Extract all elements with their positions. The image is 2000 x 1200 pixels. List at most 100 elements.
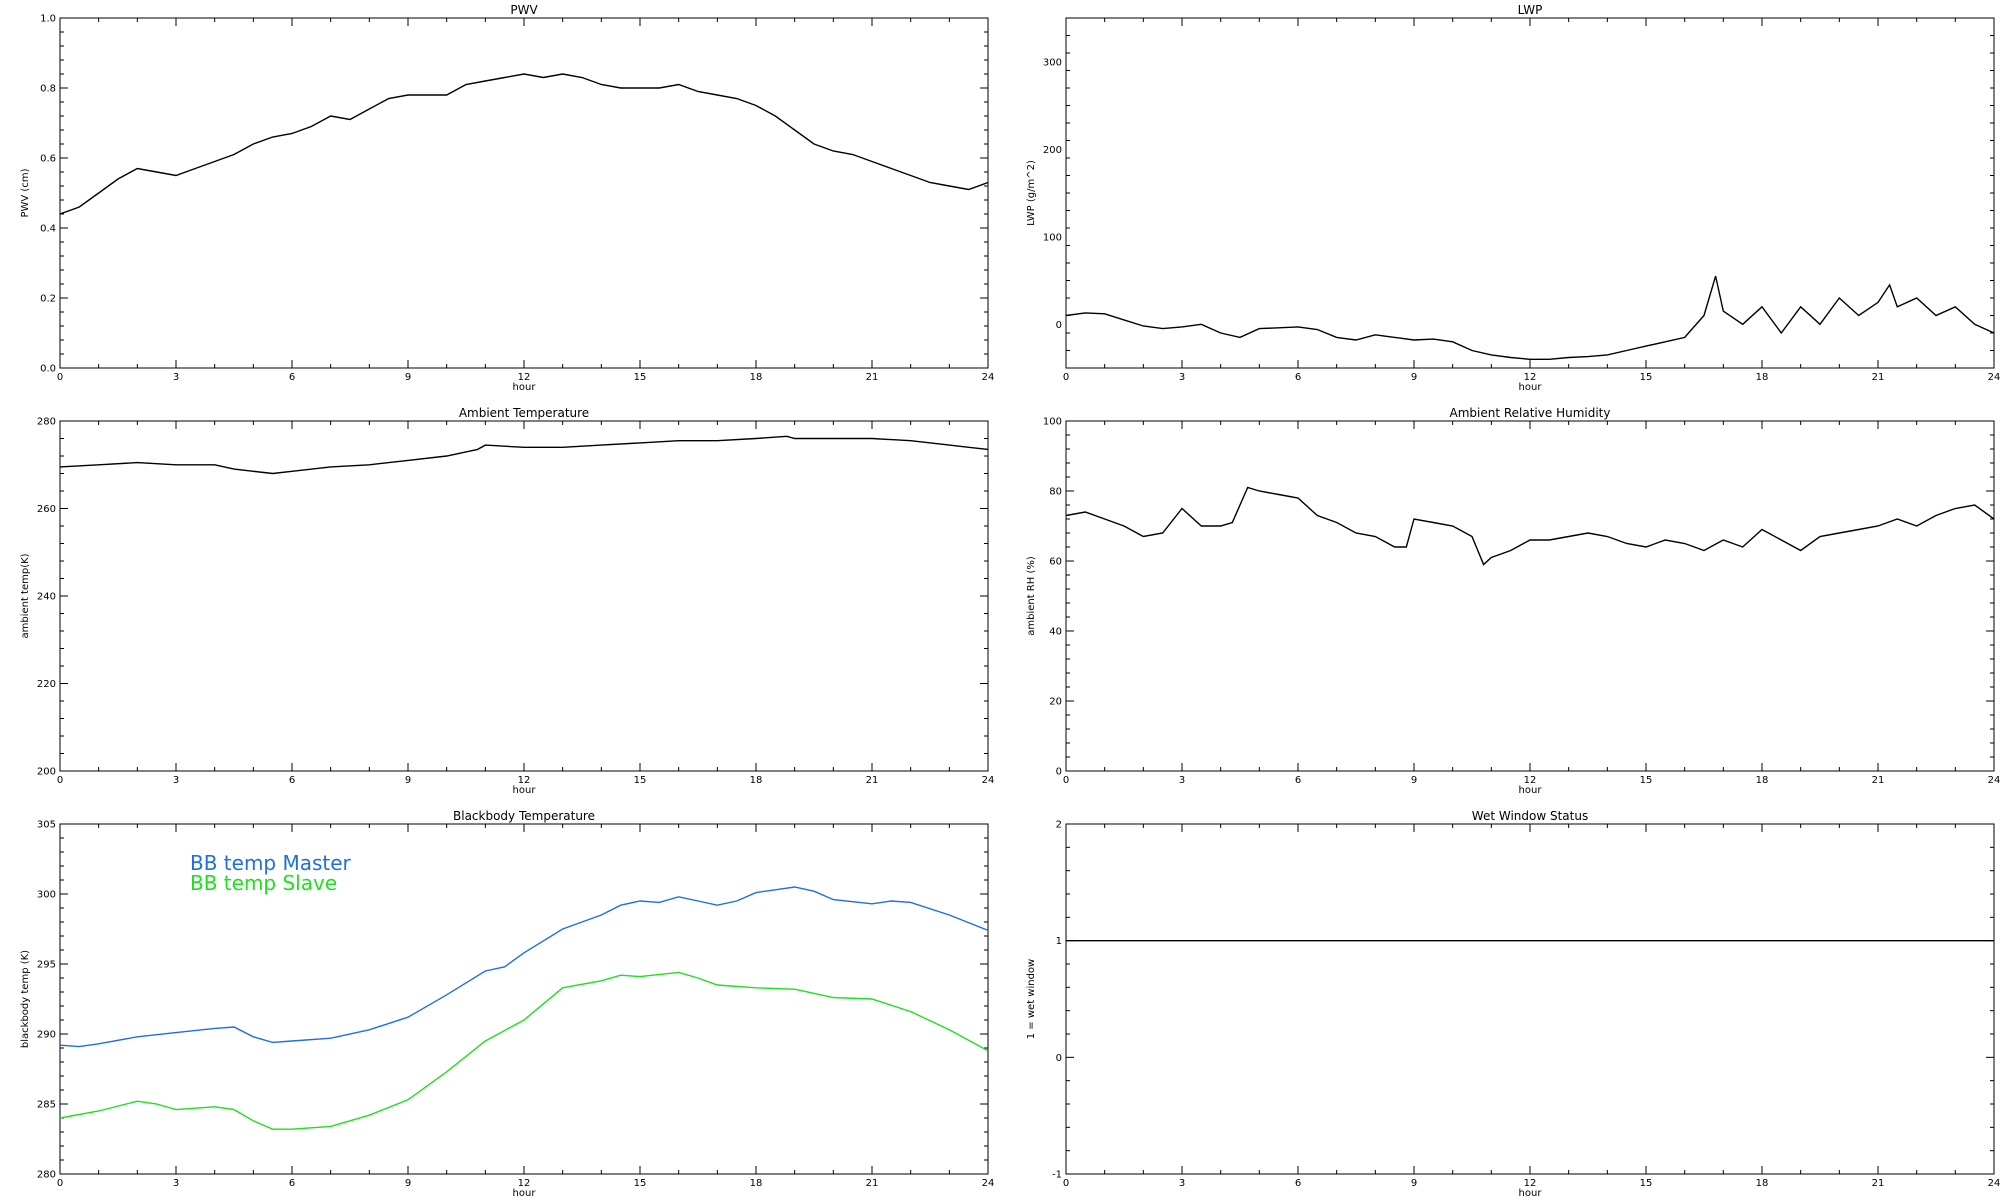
x-tick-label: 6 [289,775,295,786]
x-tick-label: 3 [173,1178,179,1189]
y-tick-label: 0.4 [40,224,56,235]
x-tick-label: 24 [982,372,995,383]
series-line-0 [1066,275,1994,360]
y-axis-label: LWP (g/m^2) [1026,160,1037,226]
series-line-0 [60,73,988,215]
x-tick-label: 12 [1524,372,1537,383]
x-tick-label: 6 [289,1178,295,1189]
x-tick-label: 15 [634,775,647,786]
series-line-0 [60,435,988,475]
x-axis-label: hour [513,1188,537,1199]
x-tick-label: 9 [405,1178,411,1189]
x-tick-label: 3 [173,775,179,786]
legend-entry: BB temp Slave [190,871,337,895]
x-axis-label: hour [1519,1188,1543,1199]
x-tick-label: 12 [518,1178,531,1189]
x-tick-label: 18 [750,1178,763,1189]
x-tick-label: 0 [1063,372,1069,383]
y-tick-label: 260 [37,504,56,515]
x-tick-label: 6 [1295,372,1301,383]
y-tick-label: 240 [37,592,56,603]
x-tick-label: 9 [1411,372,1417,383]
x-tick-label: 12 [1524,1178,1537,1189]
y-tick-label: 300 [37,890,56,901]
y-tick-label: 1 [1056,936,1062,947]
x-tick-label: 3 [1179,775,1185,786]
y-axis-label: ambient RH (%) [1026,556,1037,636]
y-tick-label: 0 [1056,1053,1062,1064]
x-tick-label: 15 [1640,775,1653,786]
y-axis-label: 1 = wet window [1026,959,1037,1039]
chart-title: PWV [510,3,538,17]
chart-panel-4: Blackbody Temperature 0 3 6 9 12 15 18 21 24 280 28… [20,809,994,1199]
y-tick-label: 80 [1049,487,1062,498]
x-tick-label: 24 [1988,372,2000,383]
y-tick-label: 295 [37,960,56,971]
y-axis-label: blackbody temp (K) [20,950,31,1048]
chart-title: Ambient Temperature [459,406,589,420]
y-tick-label: 280 [37,417,56,428]
x-tick-label: 9 [1411,1178,1417,1189]
plot-frame [1065,420,1995,772]
x-tick-label: 15 [1640,1178,1653,1189]
x-tick-label: 24 [982,775,995,786]
x-tick-label: 6 [1295,1178,1301,1189]
chart-panel-0: PWV 0 3 6 9 12 15 18 21 24 0.0 0.2 0.4 0.6 0.8 1.0 hour P… [20,3,994,393]
chart-panel-3: Ambient Relative Humidity 0 3 6 9 12 15 18 21 24 0… [1026,406,2000,796]
x-tick-label: 24 [1988,775,2000,786]
y-tick-label: 290 [37,1030,56,1041]
chart-panel-2: Ambient Temperature 0 3 6 9 12 15 18 21 24 200 220 2… [20,406,994,796]
x-tick-label: 12 [518,775,531,786]
x-tick-label: 9 [405,775,411,786]
plot-frame [1065,17,1995,369]
x-tick-label: 21 [1872,1178,1885,1189]
x-tick-label: 24 [1988,1178,2000,1189]
x-tick-label: 18 [750,775,763,786]
y-axis-label: ambient temp(K) [20,553,31,638]
x-tick-label: 6 [1295,775,1301,786]
chart-title: LWP [1518,3,1543,17]
x-tick-label: 12 [518,372,531,383]
x-tick-label: 18 [1756,775,1769,786]
y-axis-label: PWV (cm) [20,168,31,217]
x-tick-label: 18 [750,372,763,383]
y-tick-label: 1.0 [40,14,56,25]
series-line-0 [1066,486,1994,566]
y-tick-label: 200 [1043,145,1062,156]
y-tick-label: 305 [37,820,56,831]
x-tick-label: 18 [1756,372,1769,383]
x-axis-label: hour [1519,382,1543,393]
x-tick-label: 3 [173,372,179,383]
y-tick-label: 300 [1043,57,1062,68]
x-tick-label: 9 [405,372,411,383]
y-tick-label: 0.0 [40,364,56,375]
y-tick-label: 0 [1056,767,1062,778]
y-tick-label: -1 [1052,1170,1062,1181]
y-tick-label: 200 [37,767,56,778]
x-axis-label: hour [1519,785,1543,796]
y-tick-label: 0.8 [40,84,56,95]
x-tick-label: 6 [289,372,295,383]
x-axis-label: hour [513,785,537,796]
legend-entry: BB temp Master [190,851,352,875]
x-tick-label: 15 [1640,372,1653,383]
y-tick-label: 280 [37,1170,56,1181]
x-tick-label: 21 [866,372,879,383]
y-tick-label: 285 [37,1100,56,1111]
x-tick-label: 12 [1524,775,1537,786]
x-tick-label: 0 [57,775,63,786]
x-tick-label: 9 [1411,775,1417,786]
x-axis-label: hour [513,382,537,393]
x-tick-label: 21 [1872,372,1885,383]
y-tick-label: 220 [37,679,56,690]
x-tick-label: 15 [634,1178,647,1189]
x-tick-label: 0 [1063,775,1069,786]
x-tick-label: 21 [866,775,879,786]
x-tick-label: 0 [1063,1178,1069,1189]
x-tick-label: 0 [57,372,63,383]
x-tick-label: 21 [1872,775,1885,786]
y-tick-label: 100 [1043,417,1062,428]
x-tick-label: 3 [1179,1178,1185,1189]
